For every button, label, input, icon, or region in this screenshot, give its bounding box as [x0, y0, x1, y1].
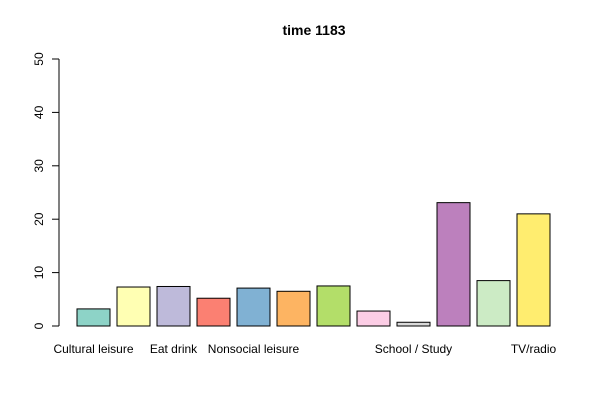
bar — [76, 308, 111, 327]
bar — [116, 286, 151, 327]
bar — [356, 310, 391, 327]
y-tick-label: 40 — [32, 105, 46, 119]
bars — [76, 202, 551, 327]
bar — [316, 285, 351, 327]
category-label: Eat drink — [150, 342, 198, 356]
category-label: Nonsocial leisure — [208, 342, 300, 356]
chart-title: time 1183 — [282, 22, 345, 38]
bar — [156, 285, 191, 327]
category-label: TV/radio — [511, 342, 557, 356]
category-label: School / Study — [375, 342, 452, 356]
y-tick-label: 30 — [32, 159, 46, 173]
y-tick-label: 50 — [32, 52, 46, 66]
y-tick-label: 20 — [32, 212, 46, 226]
bar — [396, 321, 431, 327]
bar — [516, 213, 551, 327]
category-label: Cultural leisure — [53, 342, 133, 356]
bar — [276, 290, 311, 327]
y-tick-label: 10 — [32, 266, 46, 280]
y-tick-label: 0 — [32, 322, 46, 329]
bar — [436, 202, 471, 327]
category-labels: Cultural leisure Eat drink Nonsocial leisu… — [53, 342, 556, 356]
bar — [196, 297, 231, 327]
bar — [236, 287, 271, 327]
y-axis: 0 10 20 30 40 50 — [32, 52, 60, 329]
bar — [476, 280, 511, 327]
